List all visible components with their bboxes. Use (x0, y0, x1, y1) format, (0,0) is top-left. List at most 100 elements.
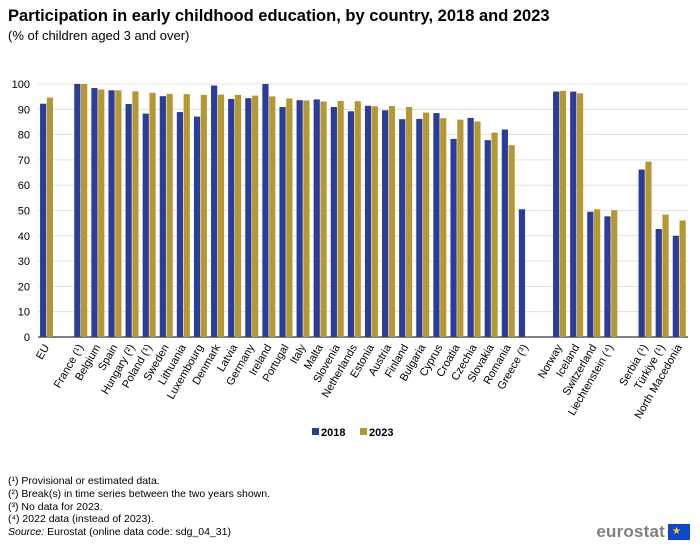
bar-2018 (193, 116, 201, 338)
bar-2023 (474, 121, 481, 337)
bar-2018 (638, 169, 645, 337)
legend-label: 2018 (321, 427, 345, 439)
bar-2018 (382, 110, 389, 337)
bar-2018 (364, 105, 372, 338)
y-tick-label: 60 (18, 180, 30, 192)
bar-2023 (594, 209, 601, 337)
bar-2018 (279, 107, 286, 337)
bar-2023 (457, 119, 464, 337)
bar-2018 (604, 216, 611, 337)
bar-2023 (115, 90, 122, 337)
source-line: Source: Eurostat (online data code: sdg_… (8, 526, 270, 539)
bar-2023 (269, 96, 276, 337)
y-tick-label: 40 (18, 231, 30, 243)
bar-2023 (491, 132, 498, 337)
legend-swatch (360, 428, 367, 435)
bar-2023 (183, 94, 190, 338)
footnote-2: (²) Break(s) in time series between the … (8, 487, 271, 500)
y-tick-label: 10 (18, 307, 30, 319)
eu-flag-icon: ★ (668, 524, 690, 540)
bar-2023 (645, 161, 652, 337)
bar-2023 (234, 94, 242, 337)
bar-2018 (159, 96, 166, 337)
bar-2023 (559, 90, 567, 338)
bar-2018 (125, 103, 132, 337)
bar-chart: 0 10 20 30 40 50 60 70 80 90 100 EU France (¹)Belgi… (12, 79, 688, 439)
bar-2023 (440, 118, 447, 337)
y-tick-label: 20 (18, 281, 30, 293)
bar-2023 (508, 145, 515, 337)
bar-2018 (570, 91, 577, 337)
chart-title: Participation in early childhood educati… (8, 7, 550, 25)
bar-2023 (337, 100, 344, 338)
bar-2018 (450, 138, 457, 337)
bar-2023 (286, 98, 293, 338)
bar-2023 (354, 101, 361, 337)
bar-2023 (320, 101, 327, 337)
bar-2023 (217, 94, 225, 337)
bar-2023 (303, 100, 310, 337)
bar-2018 (501, 129, 508, 337)
bar-2018 (433, 113, 440, 337)
bar-2023 (81, 84, 88, 337)
y-tick-label: 50 (18, 206, 30, 218)
bar-2018 (330, 107, 337, 337)
y-tick-label: 90 (18, 104, 30, 116)
eurostat-logo: eurostat ★ (596, 522, 690, 542)
chart-subtitle: (% of children aged 3 and over) (8, 28, 190, 43)
bar-2018 (467, 117, 474, 337)
bar-2018 (484, 140, 491, 337)
legend-label: 2023 (369, 427, 393, 439)
bar-2018 (672, 235, 679, 337)
bar-2023 (423, 112, 430, 338)
y-axis: 0 10 20 30 40 50 60 70 80 90 100 (12, 79, 30, 344)
bar-2023 (662, 214, 669, 337)
bar-2018 (91, 88, 98, 337)
logo-text: eurostat (596, 522, 665, 541)
bars (40, 84, 686, 338)
bar-2018 (108, 90, 115, 337)
y-tick-label: 80 (18, 130, 30, 142)
bar-2018 (347, 111, 355, 337)
legend-swatch (312, 428, 319, 435)
footnote-3: (³) No data for 2023. (8, 500, 103, 513)
bar-2018 (313, 99, 320, 337)
bar-2023 (388, 106, 396, 337)
bar-2018 (416, 118, 423, 337)
bar-2018 (176, 112, 184, 337)
bar-2023 (46, 97, 54, 337)
bar-2018 (587, 211, 594, 337)
bar-2018 (296, 100, 303, 337)
bar-2018 (211, 85, 218, 337)
footnotes: (¹) Provisional or estimated data. (²) B… (8, 475, 270, 539)
bar-2018 (518, 209, 526, 337)
footnote-4: (⁴) 2022 data (instead of 2023). (8, 513, 154, 526)
y-tick-label: 70 (18, 155, 30, 167)
bar-2018 (245, 98, 252, 337)
y-tick-label: 0 (24, 332, 30, 344)
bar-2018 (228, 98, 235, 337)
bar-2023 (149, 92, 156, 337)
footnote-1: (¹) Provisional or estimated data. (8, 475, 160, 487)
bar-2023 (611, 210, 618, 337)
bar-2023 (132, 91, 139, 337)
y-tick-label: 100 (12, 79, 30, 91)
bar-2023 (576, 93, 584, 338)
bar-2018 (262, 84, 269, 337)
bar-2023 (252, 95, 259, 337)
bar-2023 (371, 106, 378, 337)
bar-2023 (200, 94, 207, 337)
bar-2018 (399, 119, 406, 338)
bar-2018 (553, 91, 560, 337)
bar-2023 (679, 220, 686, 337)
y-tick-label: 30 (18, 256, 30, 268)
bar-2018 (655, 228, 662, 337)
source-text: Eurostat (online data code: sdg_04_31) (44, 526, 231, 539)
legend: 2018 2023 (312, 427, 393, 439)
source-prefix: Source: (8, 526, 45, 539)
x-tick-label: EU (34, 342, 52, 361)
bar-2023 (98, 89, 105, 337)
bar-2023 (405, 107, 413, 337)
bar-2023 (166, 93, 173, 337)
